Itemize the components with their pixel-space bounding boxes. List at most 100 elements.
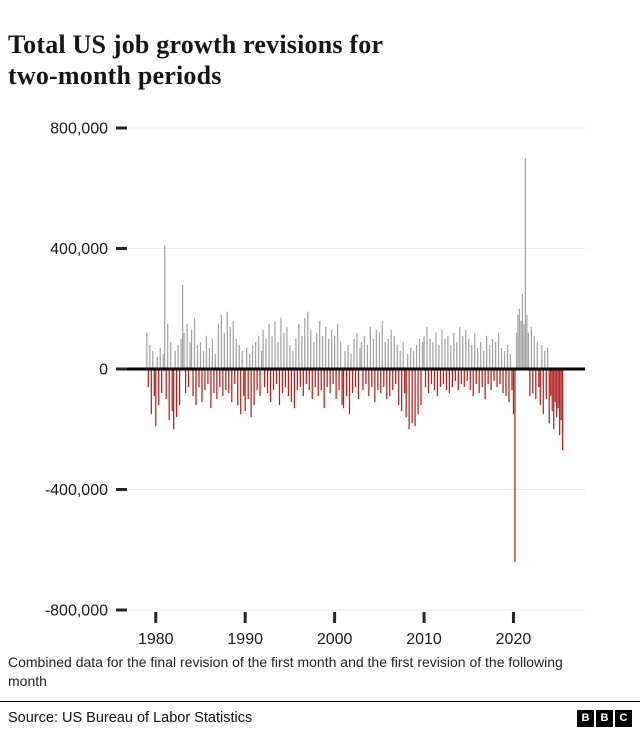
bar-negative bbox=[557, 368, 559, 408]
bar-negative bbox=[532, 368, 534, 393]
bar-negative bbox=[219, 368, 221, 387]
bar-negative bbox=[263, 368, 266, 387]
bar-positive bbox=[208, 347, 211, 369]
bar-positive bbox=[387, 338, 389, 369]
bar-negative bbox=[511, 368, 513, 390]
bar-negative bbox=[234, 368, 236, 384]
bar-negative bbox=[554, 368, 556, 402]
bar-positive bbox=[396, 344, 398, 369]
bar-positive bbox=[220, 314, 222, 369]
bar-positive bbox=[390, 329, 392, 369]
revisions-bar-chart: 800,000 400,000 0 -400,000 -800,000 1980 1990 2… bbox=[45, 120, 585, 648]
bar-negative bbox=[392, 368, 394, 390]
bar-negative bbox=[377, 368, 379, 390]
bar-positive bbox=[304, 317, 306, 369]
bar-negative bbox=[386, 368, 388, 399]
bar-positive bbox=[399, 350, 401, 369]
bar-positive bbox=[152, 350, 154, 369]
bar-negative bbox=[535, 368, 537, 399]
bar-positive bbox=[418, 338, 421, 369]
bar-negative bbox=[237, 368, 239, 405]
bar-negative bbox=[269, 368, 272, 402]
bar-negative bbox=[562, 368, 564, 451]
bbc-logo-letter-c: C bbox=[615, 709, 632, 727]
bar-negative bbox=[348, 368, 351, 415]
bar-positive bbox=[521, 293, 524, 369]
bar-positive bbox=[232, 320, 234, 369]
bar-negative bbox=[161, 368, 163, 393]
y-tick-label: 800,000 bbox=[50, 120, 108, 137]
bar-positive bbox=[277, 341, 279, 369]
x-tick-label: 1990 bbox=[227, 631, 263, 648]
bar-positive bbox=[468, 338, 470, 369]
bar-negative bbox=[184, 368, 187, 393]
bar-positive bbox=[223, 332, 225, 369]
bar-positive bbox=[520, 320, 522, 369]
y-tick-label: 400,000 bbox=[50, 241, 108, 258]
bar-negative bbox=[433, 368, 436, 390]
bar-negative bbox=[475, 368, 477, 384]
bar-negative bbox=[311, 368, 313, 399]
bar-positive bbox=[186, 323, 188, 369]
bar-negative bbox=[332, 368, 334, 384]
bar-negative bbox=[371, 368, 373, 387]
bar-positive bbox=[530, 326, 532, 369]
bar-negative bbox=[338, 368, 340, 390]
bar-negative bbox=[150, 368, 152, 415]
bar-positive bbox=[509, 353, 512, 369]
bar-negative bbox=[314, 368, 316, 387]
bar-negative bbox=[539, 368, 541, 405]
bar-negative bbox=[250, 368, 252, 418]
page-title-line2: two-month periods bbox=[8, 61, 222, 91]
bar-negative bbox=[365, 368, 367, 384]
bar-positive bbox=[180, 338, 182, 369]
bar-positive bbox=[246, 347, 248, 369]
bar-negative bbox=[323, 368, 325, 408]
bar-negative bbox=[505, 368, 507, 396]
bar-positive bbox=[477, 347, 479, 369]
bar-positive bbox=[336, 323, 339, 369]
bar-positive bbox=[447, 335, 449, 369]
footer: Source: US Bureau of Labor Statistics B … bbox=[0, 700, 640, 736]
bar-negative bbox=[395, 368, 397, 384]
bar-negative bbox=[408, 368, 410, 430]
bar-positive bbox=[268, 323, 270, 369]
bar-negative bbox=[484, 368, 486, 399]
bar-negative bbox=[225, 368, 227, 390]
bar-positive bbox=[491, 338, 494, 369]
bar-negative bbox=[204, 368, 206, 390]
bar-positive bbox=[181, 284, 184, 369]
bar-positive bbox=[459, 326, 461, 369]
bar-positive bbox=[333, 335, 336, 369]
bar-positive bbox=[500, 347, 503, 369]
bar-positive bbox=[289, 344, 291, 369]
bar-negative bbox=[481, 368, 483, 387]
bar-positive bbox=[265, 338, 267, 369]
bar-positive bbox=[249, 353, 251, 369]
bar-negative bbox=[341, 368, 343, 405]
bar-negative bbox=[548, 368, 550, 424]
bar-negative bbox=[228, 368, 230, 393]
bar-positive bbox=[283, 332, 285, 369]
bar-negative bbox=[448, 368, 450, 393]
bar-positive bbox=[412, 350, 415, 369]
bar-positive bbox=[301, 335, 303, 369]
bar-positive bbox=[310, 329, 312, 369]
bar-positive bbox=[486, 335, 488, 369]
bar-negative bbox=[383, 368, 385, 387]
bar-negative bbox=[380, 368, 382, 393]
bar-positive bbox=[453, 332, 455, 369]
bar-positive bbox=[369, 326, 372, 369]
bar-negative bbox=[417, 368, 419, 415]
bar-positive bbox=[432, 341, 434, 369]
bar-negative bbox=[538, 368, 540, 387]
bar-negative bbox=[329, 368, 331, 393]
bar-positive bbox=[497, 332, 500, 369]
bar-negative bbox=[493, 368, 495, 381]
bar-positive bbox=[325, 326, 327, 369]
bar-negative bbox=[243, 368, 245, 396]
bar-positive bbox=[156, 356, 158, 369]
bar-negative bbox=[368, 368, 370, 396]
bar-positive bbox=[536, 341, 538, 369]
bar-negative bbox=[153, 368, 155, 396]
